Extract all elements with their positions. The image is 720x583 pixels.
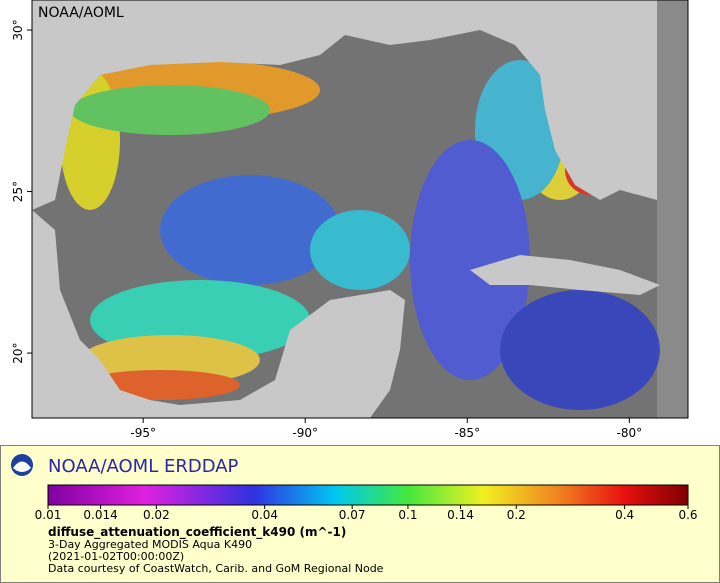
colorbar-ticks: 0.01 0.014 0.02 0.04 0.07 0.1 0.14 0.2 0.4 0.6 — [35, 505, 698, 522]
legend-panel — [0, 445, 720, 583]
y-tick-label: 30° — [11, 19, 25, 40]
x-tick-label: -80° — [617, 426, 643, 440]
colorbar-tick-label: 0.2 — [507, 508, 526, 522]
colorbar-tick-label: 0.14 — [447, 508, 474, 522]
colorbar-tick-label: 0.07 — [339, 508, 366, 522]
colorbar-tick-label: 0.02 — [143, 508, 170, 522]
colorbar-tick-label: 0.4 — [615, 508, 634, 522]
legend-line: (2021-01-02T00:00:00Z) — [48, 550, 184, 563]
land-cuba — [470, 255, 660, 295]
legend-line: Data courtesy of CoastWatch, Carib. and … — [48, 562, 384, 575]
y-tick-label: 20° — [11, 342, 25, 363]
legend-title: NOAA/AOML ERDDAP — [48, 456, 239, 477]
variable-name: diffuse_attenuation_coefficient_k490 (m^… — [48, 525, 346, 540]
colorbar-tick-label: 0.04 — [251, 508, 278, 522]
colorbar-tick-label: 0.01 — [35, 508, 62, 522]
y-tick-label: 25° — [11, 181, 25, 202]
colorbar — [47, 484, 689, 506]
x-tick-label: -95° — [130, 426, 156, 440]
axes: -95° -90° -85° -80° 20° 25° 30° — [11, 19, 642, 440]
noaa-logo-bird — [13, 461, 31, 472]
source-label: NOAA/AOML — [38, 5, 124, 21]
colorbar-tick-label: 0.014 — [83, 508, 117, 522]
land-mexico — [32, 210, 405, 418]
land-north-america — [32, 0, 657, 210]
legend-line: 3-Day Aggregated MODIS Aqua K490 — [48, 538, 252, 551]
map-frame — [31, 0, 689, 419]
colorbar-tick-label: 0.6 — [678, 508, 697, 522]
x-tick-label: -90° — [292, 426, 318, 440]
x-tick-label: -85° — [454, 426, 480, 440]
no-data-strip — [657, 0, 688, 418]
colorbar-tick-label: 0.1 — [398, 508, 417, 522]
